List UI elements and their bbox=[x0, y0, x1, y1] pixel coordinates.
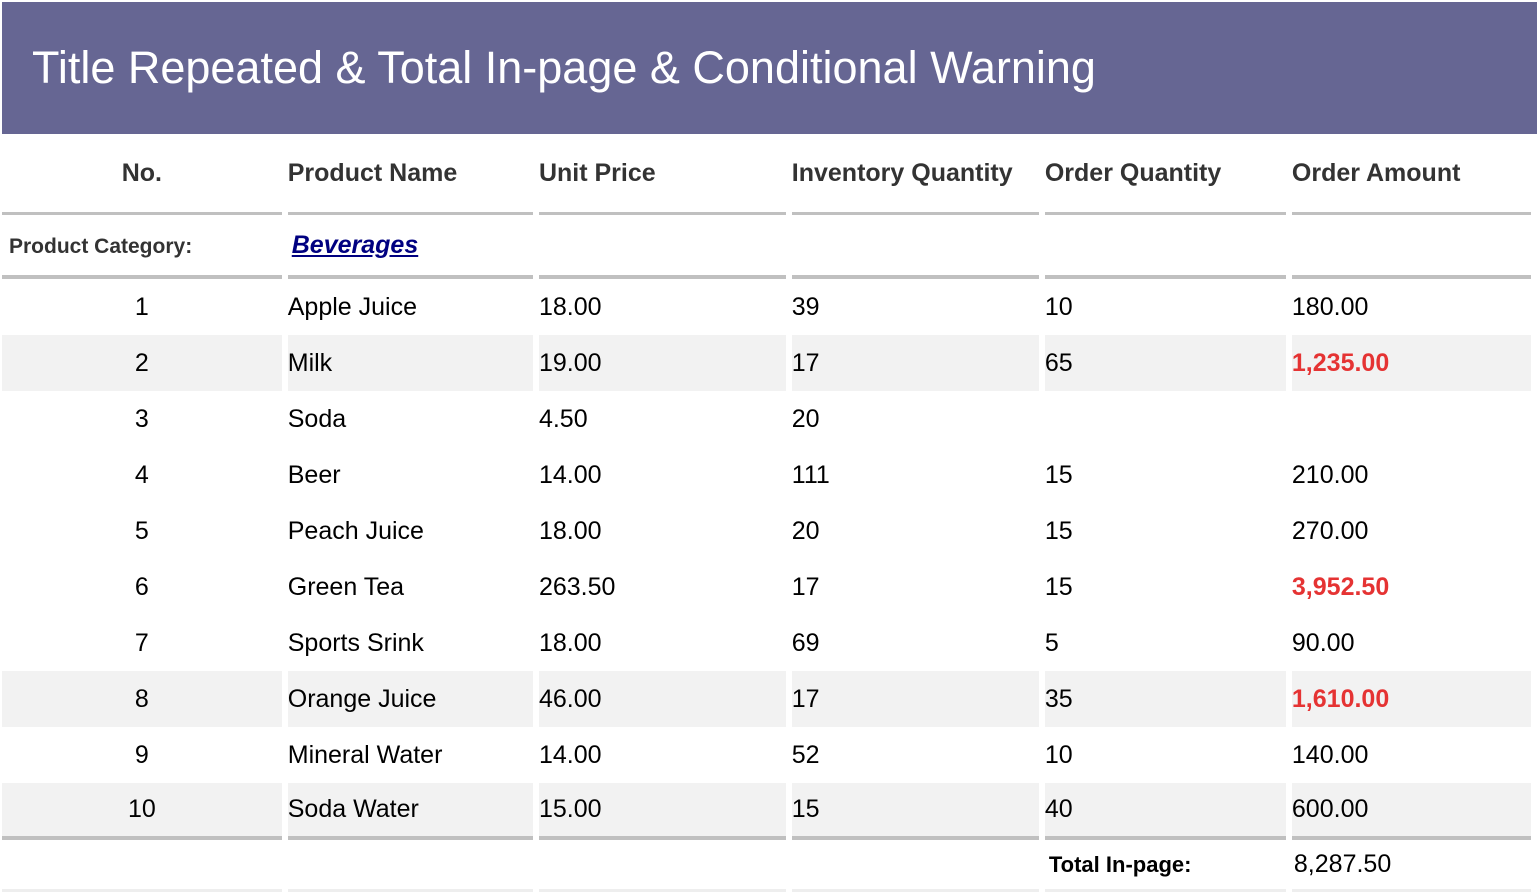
header-order-amount: Order Amount bbox=[1291, 134, 1531, 215]
cell-no: 7 bbox=[134, 628, 149, 657]
table-row: 2 Milk 19.00 17 65 1,235.00 bbox=[2, 335, 1531, 391]
cell-inventory-quantity: 52 bbox=[791, 740, 820, 769]
total-empty-cell bbox=[791, 840, 1039, 892]
total-empty-cell bbox=[2, 840, 282, 892]
cell-unit-price: 15.00 bbox=[538, 783, 786, 840]
cell-inventory-quantity: 69 bbox=[791, 628, 820, 657]
cell-inventory-quantity: 20 bbox=[791, 516, 820, 545]
cell-inventory-quantity: 15 bbox=[791, 783, 1039, 840]
total-value: 8,287.50 bbox=[1293, 850, 1392, 878]
table-row: 7 Sports Srink 18.00 69 5 90.00 bbox=[2, 615, 1531, 671]
total-row: Total In-page: 8,287.50 bbox=[2, 840, 1531, 892]
cell-unit-price: 46.00 bbox=[538, 671, 786, 727]
cell-order-amount: 180.00 bbox=[1291, 292, 1369, 321]
cell-product-name: Soda bbox=[287, 404, 347, 433]
category-label: Product Category: bbox=[9, 234, 193, 258]
cell-no: 3 bbox=[134, 404, 149, 433]
cell-unit-price: 263.50 bbox=[538, 572, 616, 601]
cell-order-quantity: 10 bbox=[1044, 292, 1073, 321]
header-unit-price: Unit Price bbox=[538, 134, 786, 215]
cell-no: 2 bbox=[2, 335, 282, 391]
cell-order-quantity: 5 bbox=[1044, 628, 1059, 657]
cell-inventory-quantity: 39 bbox=[791, 292, 820, 321]
cell-no: 8 bbox=[2, 671, 282, 727]
table-row: 10 Soda Water 15.00 15 40 600.00 bbox=[2, 783, 1531, 840]
cell-order-amount: 3,952.50 bbox=[1291, 572, 1390, 601]
category-empty-cell bbox=[1044, 215, 1286, 279]
cell-order-amount: 210.00 bbox=[1291, 460, 1369, 489]
header-no: No. bbox=[2, 134, 282, 215]
category-empty-cell bbox=[1291, 215, 1531, 279]
cell-order-amount: 90.00 bbox=[1291, 628, 1355, 657]
cell-product-name: Apple Juice bbox=[287, 292, 417, 321]
cell-product-name: Green Tea bbox=[287, 572, 405, 601]
cell-unit-price: 18.00 bbox=[538, 292, 602, 321]
cell-unit-price: 18.00 bbox=[538, 516, 602, 545]
cell-inventory-quantity: 111 bbox=[791, 460, 830, 489]
report-title: Title Repeated & Total In-page & Conditi… bbox=[2, 2, 1537, 134]
total-empty-cell bbox=[287, 840, 533, 892]
product-table: No. Product Name Unit Price Inventory Qu… bbox=[0, 134, 1537, 892]
table-row: 6 Green Tea 263.50 17 15 3,952.50 bbox=[2, 559, 1531, 615]
category-value-cell: Beverages bbox=[287, 215, 533, 279]
cell-order-amount: 1,610.00 bbox=[1291, 671, 1531, 727]
cell-no: 9 bbox=[134, 740, 149, 769]
cell-inventory-quantity: 20 bbox=[791, 404, 820, 433]
header-order-quantity: Order Quantity bbox=[1044, 134, 1286, 215]
cell-order-amount: 270.00 bbox=[1291, 516, 1369, 545]
cell-product-name: Peach Juice bbox=[287, 516, 424, 545]
category-link[interactable]: Beverages bbox=[291, 230, 419, 259]
cell-no: 5 bbox=[134, 516, 149, 545]
total-label-cell: Total In-page: bbox=[1044, 840, 1286, 892]
cell-order-quantity bbox=[1045, 391, 1286, 447]
cell-unit-price: 14.00 bbox=[538, 460, 602, 489]
table-row: 5 Peach Juice 18.00 20 15 270.00 bbox=[2, 503, 1531, 559]
cell-inventory-quantity: 17 bbox=[791, 572, 820, 601]
cell-order-amount: 1,235.00 bbox=[1291, 335, 1531, 391]
header-product-name: Product Name bbox=[287, 134, 533, 215]
cell-no: 1 bbox=[134, 292, 149, 321]
cell-unit-price: 14.00 bbox=[538, 740, 602, 769]
cell-no: 10 bbox=[2, 783, 282, 840]
cell-inventory-quantity: 17 bbox=[791, 335, 1039, 391]
cell-inventory-quantity: 17 bbox=[791, 671, 1039, 727]
cell-product-name: Orange Juice bbox=[287, 671, 533, 727]
cell-product-name: Sports Srink bbox=[287, 628, 424, 657]
total-value-cell: 8,287.50 bbox=[1291, 840, 1531, 892]
header-inventory-quantity: Inventory Quantity bbox=[791, 134, 1039, 215]
table-row: 4 Beer 14.00 111 15 210.00 bbox=[2, 447, 1531, 503]
cell-order-amount bbox=[1292, 391, 1531, 447]
category-row: Product Category: Beverages bbox=[2, 215, 1531, 279]
cell-product-name: Mineral Water bbox=[287, 740, 443, 769]
cell-order-amount: 140.00 bbox=[1291, 740, 1369, 769]
cell-unit-price: 19.00 bbox=[538, 335, 786, 391]
table-row: 9 Mineral Water 14.00 52 10 140.00 bbox=[2, 727, 1531, 783]
cell-product-name: Soda Water bbox=[287, 783, 533, 840]
cell-no: 4 bbox=[134, 460, 149, 489]
cell-order-quantity: 40 bbox=[1044, 783, 1286, 840]
cell-order-quantity: 15 bbox=[1044, 516, 1073, 545]
cell-order-quantity: 10 bbox=[1044, 740, 1073, 769]
category-empty-cell bbox=[791, 215, 1039, 279]
cell-order-quantity: 35 bbox=[1044, 671, 1286, 727]
cell-unit-price: 4.50 bbox=[538, 404, 588, 433]
cell-order-quantity: 15 bbox=[1044, 460, 1073, 489]
cell-product-name: Beer bbox=[287, 460, 341, 489]
category-label-cell: Product Category: bbox=[2, 215, 282, 279]
cell-unit-price: 18.00 bbox=[538, 628, 602, 657]
table-row: 1 Apple Juice 18.00 39 10 180.00 bbox=[2, 279, 1531, 335]
header-row: No. Product Name Unit Price Inventory Qu… bbox=[2, 134, 1531, 215]
total-empty-cell bbox=[538, 840, 786, 892]
cell-no: 6 bbox=[134, 572, 149, 601]
cell-product-name: Milk bbox=[287, 335, 533, 391]
cell-order-amount: 600.00 bbox=[1291, 783, 1531, 840]
cell-order-quantity: 15 bbox=[1044, 572, 1073, 601]
table-row: 3 Soda 4.50 20 bbox=[2, 391, 1531, 447]
total-label: Total In-page: bbox=[1048, 852, 1192, 877]
cell-order-quantity: 65 bbox=[1044, 335, 1286, 391]
table-row: 8 Orange Juice 46.00 17 35 1,610.00 bbox=[2, 671, 1531, 727]
category-empty-cell bbox=[538, 215, 786, 279]
